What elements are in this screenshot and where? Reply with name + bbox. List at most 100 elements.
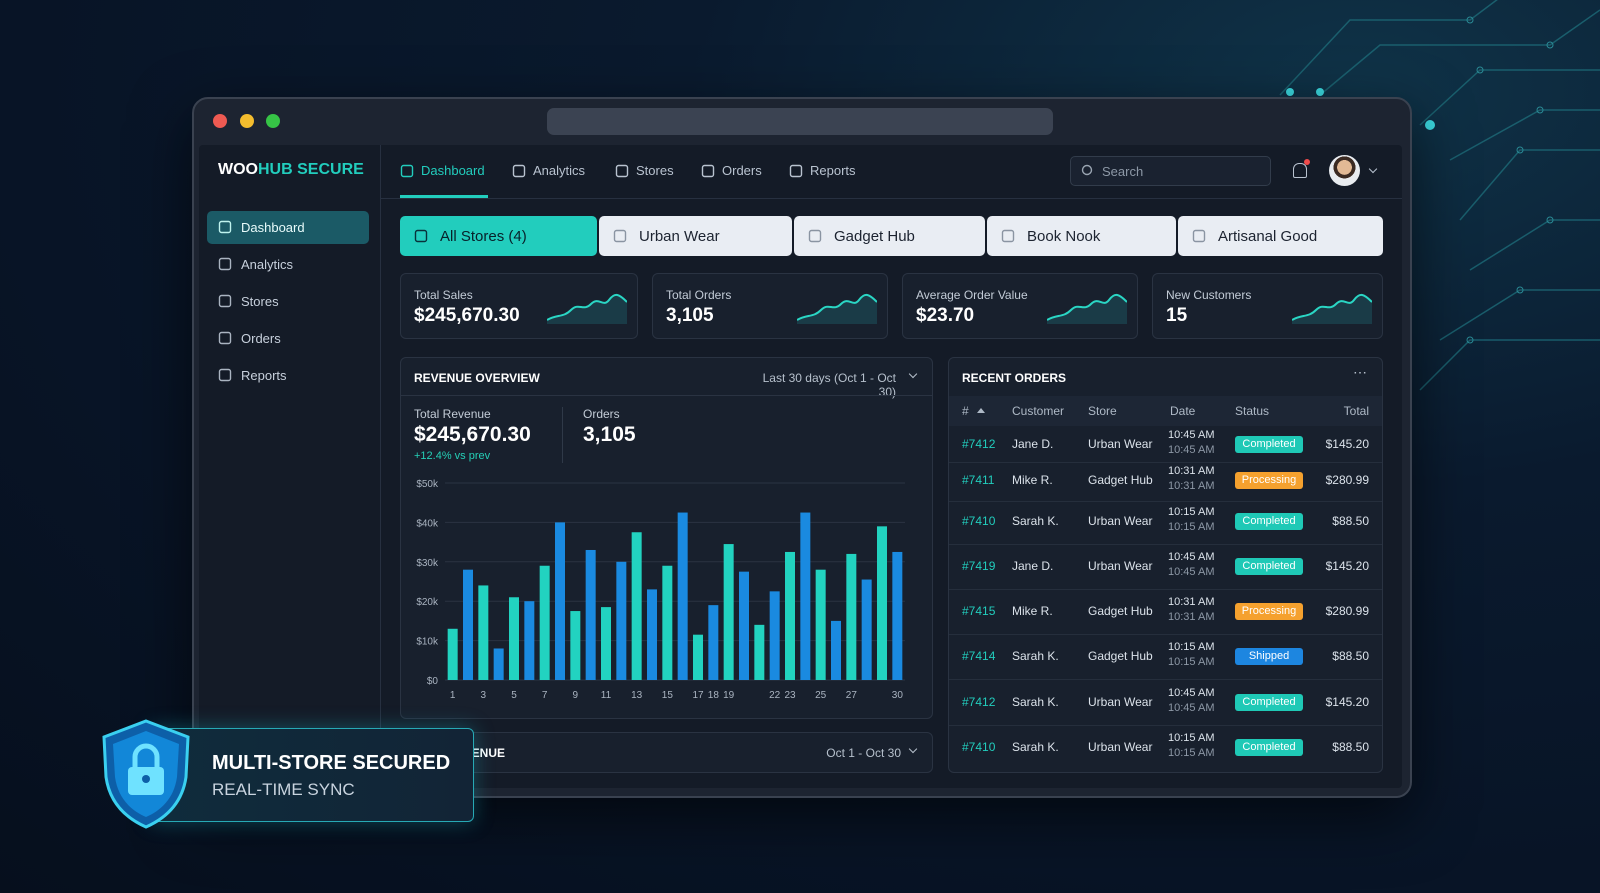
sort-arrow	[977, 408, 985, 413]
kpi-label: Average Order Value	[916, 288, 1028, 302]
order-id[interactable]: #7410	[962, 514, 996, 528]
x-tick-label: 19	[723, 690, 735, 701]
stat-label: Orders	[583, 407, 620, 421]
store-tab[interactable]: All Stores (4)	[400, 216, 597, 256]
shield-icon	[102, 719, 190, 829]
order-id[interactable]: #7411	[962, 473, 995, 487]
search-box[interactable]: Search	[1070, 156, 1271, 186]
close-dot[interactable]	[213, 114, 227, 128]
sparkline-area	[547, 294, 627, 324]
kpi-card: Average Order Value $23.70	[902, 273, 1138, 339]
more-menu[interactable]: ⋯	[1353, 364, 1368, 380]
top-nav-item[interactable]: Orders	[722, 163, 762, 178]
row-divider	[949, 588, 1382, 590]
date-time: 10:31 AM	[1168, 596, 1215, 608]
tab-icon	[808, 229, 822, 243]
nav-icon	[400, 164, 414, 178]
top-nav-item[interactable]: Analytics	[533, 163, 586, 178]
icon-shape	[615, 164, 629, 178]
order-id[interactable]: #7419	[962, 559, 996, 573]
sparkline	[547, 294, 627, 324]
icon-shape	[1192, 229, 1206, 243]
minimize-dot[interactable]	[240, 114, 254, 128]
customer: Sarah K.	[1012, 695, 1059, 709]
store: Gadget Hub	[1088, 473, 1153, 487]
order-id[interactable]: #7415	[962, 604, 996, 618]
date-time-secondary: 10:45 AM	[1168, 566, 1215, 578]
column-header[interactable]: #	[962, 404, 969, 418]
x-tick-label: 9	[573, 690, 579, 701]
icon-shape	[218, 257, 232, 271]
customer: Sarah K.	[1012, 649, 1059, 663]
x-tick-label: 7	[542, 690, 548, 701]
sidebar-item[interactable]: Stores	[241, 294, 279, 309]
bar	[631, 532, 642, 680]
tab-icon	[1192, 229, 1206, 243]
x-tick-label: 23	[784, 690, 796, 701]
top-nav-item[interactable]: Dashboard	[421, 163, 485, 178]
x-tick-label: 3	[481, 690, 487, 701]
store: Urban Wear	[1088, 437, 1153, 451]
bar	[493, 648, 504, 680]
store-tab[interactable]: Artisanal Good	[1178, 216, 1383, 256]
store-tab[interactable]: Book Nook	[987, 216, 1176, 256]
range-select[interactable]: Oct 1 - Oct 30	[826, 746, 901, 760]
stat-label: Total Revenue	[414, 407, 491, 421]
bar	[831, 620, 841, 680]
store: Urban Wear	[1088, 740, 1153, 754]
bar	[662, 565, 673, 680]
order-total: $88.50	[1332, 514, 1369, 528]
badge-title: MULTI-STORE SECURED	[212, 752, 451, 774]
notification-dot	[1304, 159, 1310, 165]
order-id[interactable]: #7410	[962, 740, 996, 754]
user-avatar[interactable]	[1329, 155, 1360, 186]
caret	[908, 744, 918, 754]
top-nav-item[interactable]: Reports	[810, 163, 856, 178]
column-header[interactable]: Total	[1343, 404, 1369, 418]
notification-bell[interactable]	[1293, 163, 1307, 178]
column-header[interactable]: Date	[1170, 404, 1196, 418]
order-id[interactable]: #7414	[962, 649, 996, 663]
date-time: 10:15 AM	[1168, 506, 1215, 518]
bar	[524, 601, 535, 680]
column-header[interactable]: Store	[1088, 404, 1117, 418]
order-id[interactable]: #7412	[962, 437, 996, 451]
bar	[800, 512, 811, 680]
icon-shape	[218, 294, 232, 308]
customer: Jane D.	[1012, 559, 1054, 573]
order-total: $280.99	[1325, 473, 1369, 487]
sidebar-item[interactable]: Analytics	[241, 257, 294, 272]
column-header[interactable]: Customer	[1012, 404, 1065, 418]
badge-subtitle: REAL-TIME SYNC	[212, 780, 355, 799]
sparkline-line	[547, 294, 627, 321]
sidebar-item[interactable]: Orders	[241, 331, 281, 346]
top-nav-item[interactable]: Stores	[636, 163, 674, 178]
sidebar-icon	[218, 257, 232, 271]
order-id[interactable]: #7412	[962, 695, 996, 709]
bar	[585, 549, 596, 680]
maximize-dot[interactable]	[266, 114, 280, 128]
y-tick-label: $50k	[416, 479, 439, 490]
store-tab[interactable]: Gadget Hub	[794, 216, 985, 256]
date-time-secondary: 10:45 AM	[1168, 702, 1215, 714]
icon-shape	[512, 164, 526, 178]
search-icon	[1081, 164, 1093, 176]
x-tick-label: 27	[846, 690, 858, 701]
order-total: $145.20	[1325, 559, 1369, 573]
bar	[861, 579, 872, 680]
kpi-label: Total Orders	[666, 288, 732, 302]
logo-part: WOO	[218, 161, 258, 178]
status-badge: Completed	[1235, 436, 1303, 453]
y-tick-label: $0	[427, 676, 439, 687]
x-tick-label: 15	[662, 690, 674, 701]
column-header[interactable]: Status	[1235, 404, 1270, 418]
sidebar-item[interactable]: Dashboard	[207, 211, 369, 244]
address-bar[interactable]	[547, 108, 1053, 135]
circuit-decoration	[1279, 0, 1600, 391]
sparkline-line	[1292, 294, 1372, 321]
store-tab[interactable]: Urban Wear	[599, 216, 792, 256]
x-tick-label: 1	[450, 690, 456, 701]
sidebar-item[interactable]: Reports	[241, 368, 287, 383]
